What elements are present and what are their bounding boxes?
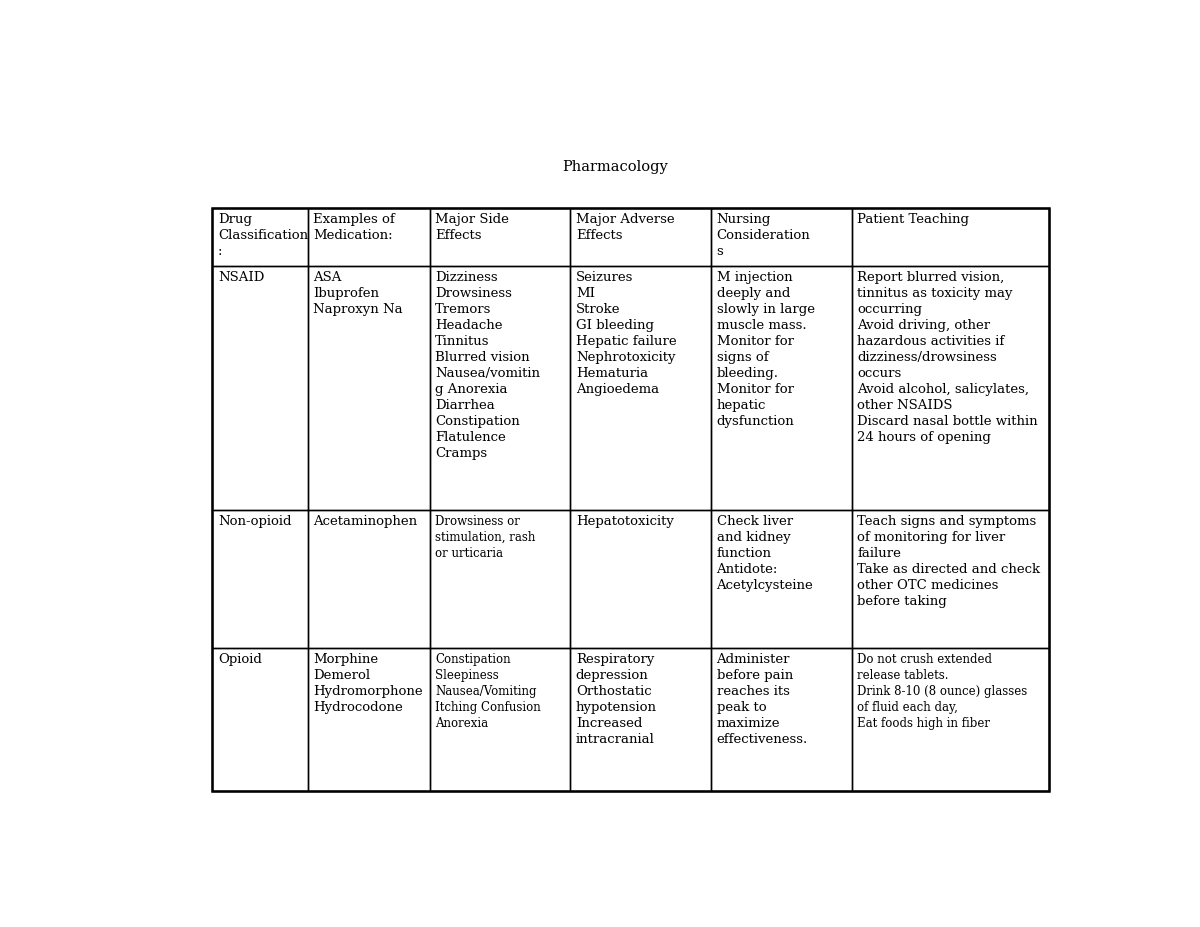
Bar <box>710 266 852 510</box>
Text: Constipation
Sleepiness
Nausea/Vomiting
Itching Confusion
Anorexia: Constipation Sleepiness Nausea/Vomiting … <box>436 654 541 730</box>
Text: Pharmacology: Pharmacology <box>562 160 668 174</box>
Bar <box>852 648 1049 791</box>
Bar <box>570 648 710 791</box>
Text: Report blurred vision,
tinnitus as toxicity may
occurring
Avoid driving, other
h: Report blurred vision, tinnitus as toxic… <box>857 271 1038 444</box>
Bar <box>212 208 1049 791</box>
Bar <box>212 208 307 266</box>
Bar <box>307 266 430 510</box>
Bar <box>570 510 710 648</box>
Text: Teach signs and symptoms
of monitoring for liver
failure
Take as directed and ch: Teach signs and symptoms of monitoring f… <box>857 515 1040 608</box>
Text: ASA
Ibuprofen
Naproxyn Na: ASA Ibuprofen Naproxyn Na <box>313 271 403 316</box>
Bar <box>570 208 710 266</box>
Text: Seizures
MI
Stroke
GI bleeding
Hepatic failure
Nephrotoxicity
Hematuria
Angioede: Seizures MI Stroke GI bleeding Hepatic f… <box>576 271 677 396</box>
Text: Nursing
Consideration
s: Nursing Consideration s <box>716 212 810 258</box>
Text: Morphine
Demerol
Hydromorphone
Hydrocodone: Morphine Demerol Hydromorphone Hydrocodo… <box>313 654 422 714</box>
Text: Do not crush extended
release tablets.
Drink 8-10 (8 ounce) glasses
of fluid eac: Do not crush extended release tablets. D… <box>857 654 1027 730</box>
Bar <box>430 266 570 510</box>
Bar <box>430 510 570 648</box>
Text: Acetaminophen: Acetaminophen <box>313 515 418 528</box>
Bar <box>570 266 710 510</box>
Text: M injection
deeply and
slowly in large
muscle mass.
Monitor for
signs of
bleedin: M injection deeply and slowly in large m… <box>716 271 815 428</box>
Bar <box>212 266 307 510</box>
Text: Major Adverse
Effects: Major Adverse Effects <box>576 212 674 242</box>
Text: Examples of
Medication:: Examples of Medication: <box>313 212 395 242</box>
Text: Opioid: Opioid <box>218 654 262 667</box>
Text: Hepatotoxicity: Hepatotoxicity <box>576 515 673 528</box>
Bar <box>852 510 1049 648</box>
Text: Drug
Classification
:: Drug Classification : <box>218 212 308 258</box>
Bar <box>307 208 430 266</box>
Text: Drowsiness or
stimulation, rash
or urticaria: Drowsiness or stimulation, rash or urtic… <box>436 515 535 560</box>
Bar <box>852 266 1049 510</box>
Bar <box>710 648 852 791</box>
Bar <box>852 208 1049 266</box>
Text: Major Side
Effects: Major Side Effects <box>436 212 509 242</box>
Bar <box>307 648 430 791</box>
Text: Non-opioid: Non-opioid <box>218 515 292 528</box>
Bar <box>710 208 852 266</box>
Bar <box>212 510 307 648</box>
Text: Administer
before pain
reaches its
peak to
maximize
effectiveness.: Administer before pain reaches its peak … <box>716 654 808 746</box>
Bar <box>710 510 852 648</box>
Text: Check liver
and kidney
function
Antidote:
Acetylcysteine: Check liver and kidney function Antidote… <box>716 515 814 592</box>
Bar <box>430 208 570 266</box>
Text: NSAID: NSAID <box>218 271 264 284</box>
Text: Patient Teaching: Patient Teaching <box>857 212 970 225</box>
Bar <box>430 648 570 791</box>
Text: Respiratory
depression
Orthostatic
hypotension
Increased
intracranial: Respiratory depression Orthostatic hypot… <box>576 654 656 746</box>
Bar <box>212 648 307 791</box>
Bar <box>307 510 430 648</box>
Text: Dizziness
Drowsiness
Tremors
Headache
Tinnitus
Blurred vision
Nausea/vomitin
g A: Dizziness Drowsiness Tremors Headache Ti… <box>436 271 540 460</box>
